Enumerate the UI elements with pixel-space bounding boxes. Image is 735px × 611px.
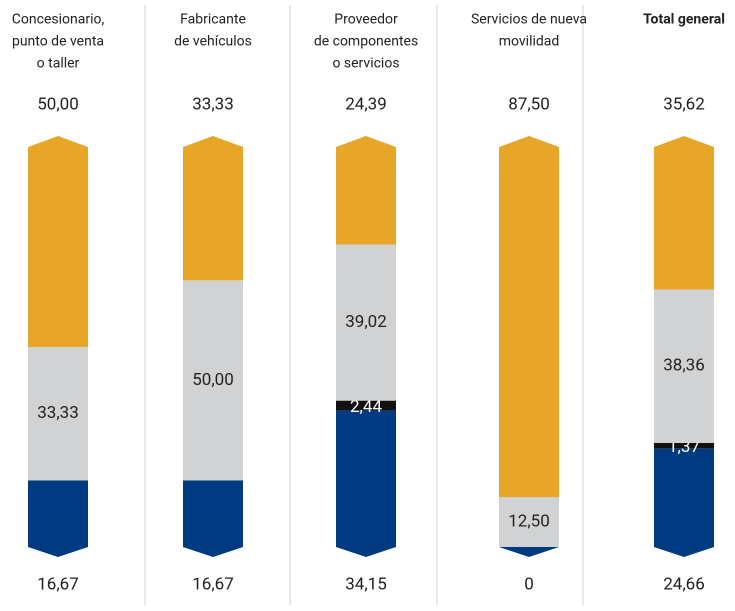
value-label: 0 bbox=[524, 574, 534, 594]
bar-segment bbox=[654, 448, 714, 547]
bar-segment bbox=[183, 280, 243, 481]
value-label: 50,00 bbox=[192, 370, 234, 390]
category-label: Fabricante bbox=[180, 12, 246, 28]
category-label: movilidad bbox=[499, 34, 560, 50]
value-label: 24,39 bbox=[345, 94, 387, 114]
value-label: 16,67 bbox=[192, 574, 234, 594]
category-label: Concesionario, bbox=[12, 12, 105, 28]
bar-segment bbox=[28, 480, 88, 547]
arrow-tip bbox=[336, 547, 396, 557]
arrow-tip bbox=[499, 136, 559, 147]
category-label: Proveedor bbox=[334, 12, 398, 28]
value-label: 33,33 bbox=[37, 403, 79, 423]
value-label: 33,33 bbox=[192, 94, 234, 114]
category-label: Total general bbox=[643, 12, 725, 28]
arrow-tip bbox=[499, 547, 559, 557]
value-label: 12,50 bbox=[508, 511, 550, 531]
value-label: 39,02 bbox=[345, 312, 387, 332]
bar-segment bbox=[183, 147, 243, 281]
bar-segment bbox=[499, 497, 559, 547]
value-label: 34,15 bbox=[345, 574, 387, 594]
bar-segment bbox=[28, 347, 88, 481]
bar-segment bbox=[28, 147, 88, 347]
arrow-tip bbox=[28, 136, 88, 147]
arrow-tip bbox=[336, 136, 396, 147]
arrow-tip bbox=[654, 136, 714, 147]
arrow-tip bbox=[183, 547, 243, 557]
bar-segment bbox=[336, 244, 396, 401]
bar-segment bbox=[654, 442, 714, 449]
bar-segment bbox=[183, 480, 243, 547]
separators bbox=[144, 5, 584, 605]
bar-segment bbox=[336, 147, 396, 245]
arrow-tip bbox=[654, 547, 714, 557]
category-label: o taller bbox=[37, 56, 80, 72]
value-label: 2,44 bbox=[350, 397, 382, 417]
value-label: 16,67 bbox=[37, 574, 79, 594]
value-label: 24,66 bbox=[663, 574, 705, 594]
category-label: o servicios bbox=[332, 56, 399, 72]
arrow-tip bbox=[28, 547, 88, 557]
value-label: 35,62 bbox=[663, 94, 705, 114]
value-label: 87,50 bbox=[508, 94, 550, 114]
arrow-tip bbox=[183, 136, 243, 147]
value-label: 38,36 bbox=[663, 356, 705, 376]
value-label: 50,00 bbox=[37, 94, 79, 114]
bar-segment bbox=[499, 147, 559, 497]
category-label: punto de venta bbox=[12, 34, 104, 50]
bar-segment bbox=[336, 400, 396, 411]
category-label: de vehículos bbox=[174, 34, 252, 50]
bar-segment bbox=[336, 410, 396, 547]
bar-segment bbox=[654, 289, 714, 443]
bar-segment bbox=[654, 146, 714, 290]
category-label: Servicios de nueva bbox=[471, 12, 587, 28]
category-label: de componentes bbox=[314, 34, 418, 50]
